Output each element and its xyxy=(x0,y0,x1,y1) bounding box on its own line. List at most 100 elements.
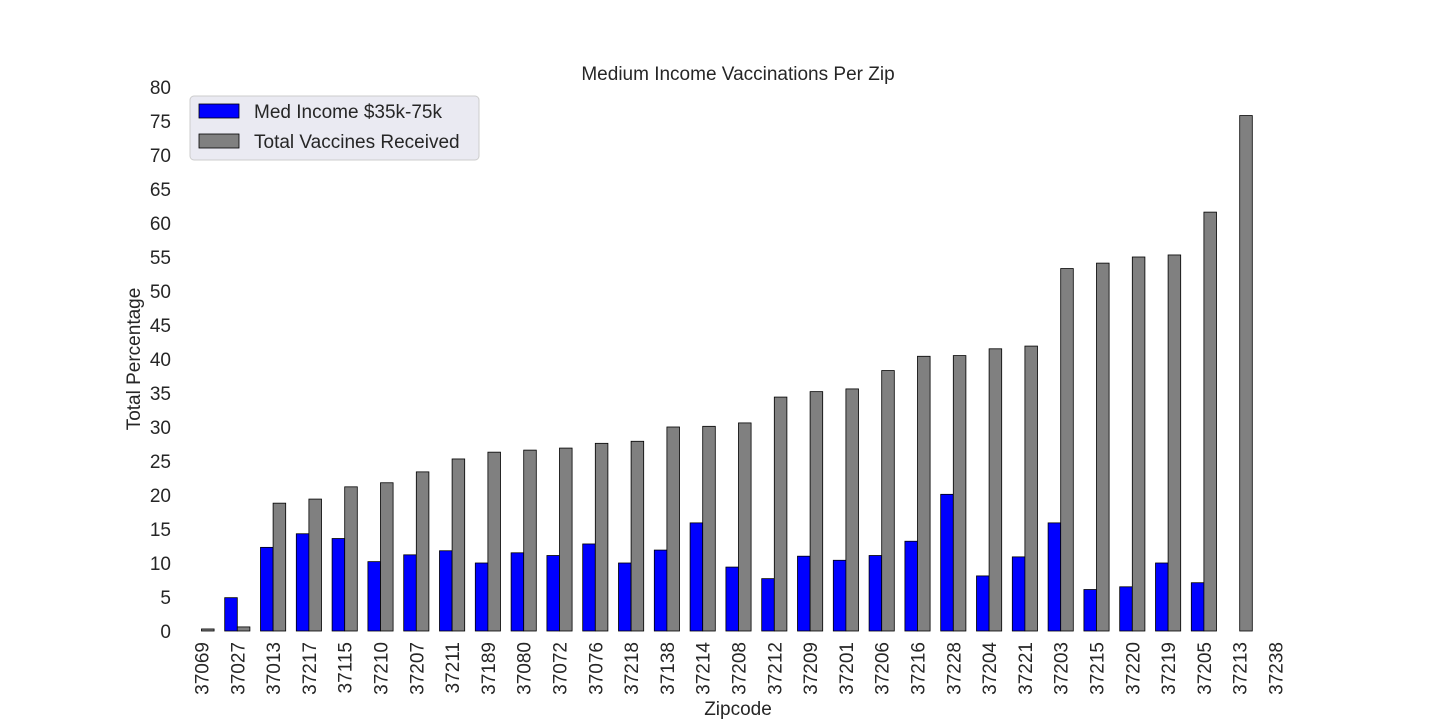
bar-total-vaccines xyxy=(809,391,824,632)
x-tick-label: 37138 xyxy=(658,642,679,695)
bar-total-vaccines xyxy=(201,628,215,632)
y-tick-label: 60 xyxy=(150,214,171,235)
legend-label-total-vaccines: Total Vaccines Received xyxy=(254,132,460,153)
x-axis-title: Zipcode xyxy=(704,699,772,720)
bar-med-income xyxy=(1011,556,1026,632)
bar-med-income xyxy=(1083,589,1097,632)
y-tick-label: 25 xyxy=(150,452,171,473)
y-tick-label: 15 xyxy=(150,520,171,541)
bars xyxy=(201,115,1253,632)
x-tick-label: 37216 xyxy=(909,642,930,695)
x-tick-label: 37189 xyxy=(479,642,500,695)
chart-title: Medium Income Vaccinations Per Zip xyxy=(581,64,894,85)
x-tick-label: 37069 xyxy=(193,642,214,695)
y-axis-ticks: 0 5 10 15 20 25 30 35 40 45 50 55 60 65 70 75 80 xyxy=(150,78,171,643)
x-tick-label: 37076 xyxy=(586,642,607,695)
x-tick-label: 37080 xyxy=(515,642,536,695)
y-tick-label: 10 xyxy=(150,554,171,575)
bar-med-income xyxy=(295,533,310,632)
bar-total-vaccines xyxy=(594,442,609,632)
y-tick-label: 30 xyxy=(150,418,171,439)
bar-med-income xyxy=(797,555,811,632)
bar-med-income xyxy=(618,562,632,632)
x-axis-ticks: 37069 37027 37013 37217 37115 37210 37207 37211… xyxy=(193,642,1288,695)
y-axis-title: Total Percentage xyxy=(124,288,145,431)
bar-med-income xyxy=(546,555,560,632)
bar-total-vaccines xyxy=(881,370,895,632)
bar-med-income xyxy=(224,597,238,632)
bar-total-vaccines xyxy=(236,626,251,632)
bar-total-vaccines xyxy=(738,422,752,632)
x-tick-label: 37213 xyxy=(1231,642,1252,695)
bar-total-vaccines xyxy=(451,458,466,632)
x-tick-label: 37212 xyxy=(765,642,786,695)
bar-total-vaccines xyxy=(917,355,931,632)
bar-total-vaccines xyxy=(1203,211,1217,632)
y-tick-label: 65 xyxy=(150,180,171,201)
x-tick-label: 37115 xyxy=(336,642,357,693)
y-tick-label: 70 xyxy=(150,146,171,167)
bar-med-income xyxy=(940,493,954,632)
legend: Med Income $35k-75k Total Vaccines Recei… xyxy=(189,95,480,161)
bar-med-income xyxy=(689,522,704,632)
bar-total-vaccines xyxy=(559,447,573,632)
bar-total-vaccines xyxy=(845,388,859,632)
x-tick-label: 37209 xyxy=(801,642,822,695)
bar-total-vaccines xyxy=(523,449,537,632)
bar-med-income xyxy=(868,555,883,632)
bar-med-income xyxy=(653,549,668,632)
y-tick-label: 80 xyxy=(150,78,171,99)
y-tick-label: 20 xyxy=(150,486,171,507)
bar-total-vaccines xyxy=(1024,345,1038,632)
bar-med-income xyxy=(761,578,775,632)
bar-total-vaccines xyxy=(344,486,358,632)
x-tick-label: 37013 xyxy=(264,642,285,695)
bar-total-vaccines xyxy=(1167,254,1182,632)
x-tick-label: 37221 xyxy=(1016,642,1037,695)
bar-med-income xyxy=(260,546,274,632)
bar-total-vaccines xyxy=(1096,262,1110,632)
bar-med-income xyxy=(331,538,346,632)
bar-med-income xyxy=(439,550,453,632)
x-tick-label: 37214 xyxy=(694,642,715,695)
x-tick-label: 37215 xyxy=(1088,642,1109,695)
bar-med-income xyxy=(1047,522,1062,632)
bar-total-vaccines xyxy=(487,451,501,632)
legend-swatch-med-income xyxy=(198,103,240,119)
bar-med-income xyxy=(403,554,417,632)
bar-total-vaccines xyxy=(1131,256,1146,632)
bar-total-vaccines xyxy=(666,426,680,632)
bar-total-vaccines xyxy=(272,502,287,632)
x-tick-label: 37238 xyxy=(1267,642,1288,695)
bar-med-income xyxy=(725,566,739,632)
y-tick-label: 40 xyxy=(150,350,171,371)
bar-total-vaccines xyxy=(415,471,430,632)
bar-med-income xyxy=(976,575,990,632)
bar-med-income xyxy=(367,561,381,632)
bar-total-vaccines xyxy=(988,348,1003,632)
bar-total-vaccines xyxy=(630,440,645,632)
x-tick-label: 37205 xyxy=(1195,642,1216,695)
x-tick-label: 37208 xyxy=(730,642,751,695)
bar-med-income xyxy=(510,552,525,632)
bar-total-vaccines xyxy=(702,425,716,632)
bar-total-vaccines xyxy=(773,396,788,632)
x-tick-label: 37210 xyxy=(372,642,393,695)
bar-med-income xyxy=(832,559,847,632)
bar-med-income xyxy=(904,540,918,632)
bar-total-vaccines xyxy=(308,498,322,632)
x-tick-label: 37204 xyxy=(980,642,1001,695)
x-tick-label: 37207 xyxy=(407,642,428,695)
x-tick-label: 37027 xyxy=(228,642,249,695)
x-tick-label: 37201 xyxy=(837,642,858,695)
y-tick-label: 5 xyxy=(160,588,171,609)
x-tick-label: 37211 xyxy=(443,642,464,693)
bar-total-vaccines xyxy=(952,355,967,632)
y-tick-label: 35 xyxy=(150,384,171,405)
y-tick-label: 45 xyxy=(150,316,171,337)
x-tick-label: 37206 xyxy=(873,642,894,695)
bar-med-income xyxy=(1155,562,1169,632)
legend-swatch-total-vaccines xyxy=(198,133,240,149)
x-tick-label: 37218 xyxy=(622,642,643,695)
